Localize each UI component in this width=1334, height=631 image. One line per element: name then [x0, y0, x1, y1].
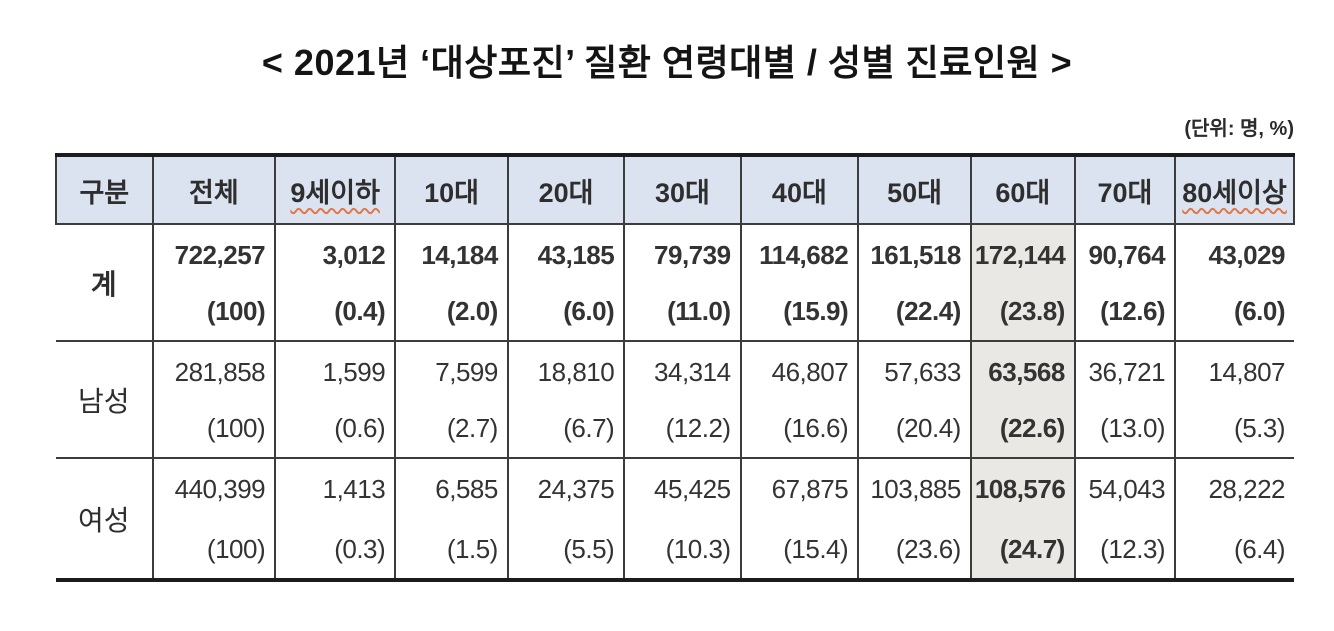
header-under9: 9세이하 — [274, 155, 397, 225]
row-label-total: 계 — [56, 224, 154, 342]
spellcheck-underline: 9세이하 — [290, 177, 380, 208]
header-50s: 50대 — [857, 155, 972, 225]
cell-female-전체: 440,399 (100) — [151, 458, 277, 580]
cell-total-전체: 722,257 (100) — [151, 224, 277, 342]
unit-note: (단위: 명, %) — [1184, 118, 1294, 140]
header-gubun: 구분 — [55, 155, 154, 225]
page: < 2021년 ‘대상포진’ 질환 연령대별 / 성별 진료인원 > (단위: … — [0, 34, 1334, 631]
header-30s: 30대 — [623, 155, 742, 225]
row-label-male: 남성 — [56, 341, 154, 459]
cell-female-80세이상: 28,222 (6.4) — [1174, 458, 1294, 580]
cell-female-50대: 103,885 (23.6) — [857, 458, 972, 580]
spellcheck-underline: 80세이상 — [1182, 177, 1287, 208]
cell-female-10대: 6,585 (1.5) — [394, 458, 509, 580]
header-20s: 20대 — [506, 155, 626, 225]
header-10s: 10대 — [394, 155, 509, 225]
cell-male-70대: 36,721 (13.0) — [1073, 341, 1177, 459]
cell-male-전체: 281,858 (100) — [151, 341, 277, 459]
cell-total-20대: 43,185 (6.0) — [506, 224, 626, 342]
row-male: 남성 281,858 (100) 1,599 (0.6) 7,599 (2.7) 18… — [56, 341, 1294, 459]
cell-total-50대: 161,518 (22.4) — [857, 224, 972, 342]
cell-total-80세이상: 43,029 (6.0) — [1174, 224, 1294, 342]
cell-total-60대-highlighted: 172,144 (23.8) — [969, 224, 1076, 342]
row-female: 여성 440,399 (100) 1,413 (0.3) 6,585 (1.5) 24… — [56, 458, 1294, 580]
cell-female-40대: 67,875 (15.4) — [739, 458, 860, 580]
cell-female-20대: 24,375 (5.5) — [506, 458, 626, 580]
cell-female-9세이하: 1,413 (0.3) — [274, 458, 397, 580]
age-gender-table: 구분 전체 9세이하 10대 20대 30대 40대 50대 60대 70대 8… — [55, 153, 1295, 582]
cell-male-50대: 57,633 (20.4) — [857, 341, 972, 459]
cell-male-60대-highlighted: 63,568 (22.6) — [969, 341, 1076, 459]
header-total: 전체 — [151, 155, 277, 225]
cell-female-60대-highlighted: 108,576 (24.7) — [969, 458, 1076, 580]
cell-total-10대: 14,184 (2.0) — [394, 224, 509, 342]
header-60s: 60대 — [969, 155, 1076, 225]
row-total: 계 722,257 (100) 3,012 (0.4) 14,184 (2.0) 43… — [56, 224, 1294, 342]
cell-male-80세이상: 14,807 (5.3) — [1174, 341, 1294, 459]
cell-total-70대: 90,764 (12.6) — [1073, 224, 1177, 342]
cell-female-30대: 45,425 (10.3) — [623, 458, 742, 580]
cell-male-30대: 34,314 (12.2) — [623, 341, 742, 459]
header-row: 구분 전체 9세이하 10대 20대 30대 40대 50대 60대 70대 8… — [55, 155, 1295, 225]
cell-total-40대: 114,682 (15.9) — [739, 224, 860, 342]
cell-total-30대: 79,739 (11.0) — [623, 224, 742, 342]
row-label-female: 여성 — [56, 458, 154, 580]
header-over80: 80세이상 — [1174, 155, 1295, 225]
header-70s: 70대 — [1073, 155, 1177, 225]
cell-male-20대: 18,810 (6.7) — [506, 341, 626, 459]
page-title: < 2021년 ‘대상포진’ 질환 연령대별 / 성별 진료인원 > — [261, 42, 1073, 83]
cell-female-70대: 54,043 (12.3) — [1073, 458, 1177, 580]
cell-male-40대: 46,807 (16.6) — [739, 341, 860, 459]
cell-male-10대: 7,599 (2.7) — [394, 341, 509, 459]
header-40s: 40대 — [739, 155, 860, 225]
cell-male-9세이하: 1,599 (0.6) — [274, 341, 397, 459]
cell-total-9세이하: 3,012 (0.4) — [274, 224, 397, 342]
